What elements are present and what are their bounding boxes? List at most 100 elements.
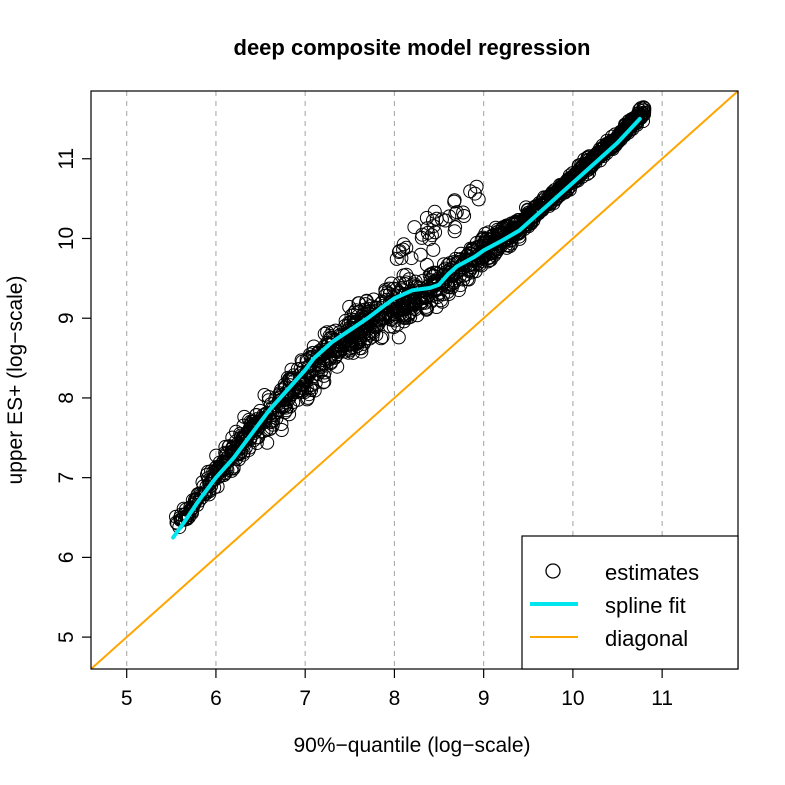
legend: estimates spline fit diagonal (521, 535, 739, 670)
estimate-point (262, 422, 277, 437)
estimate-point (172, 520, 187, 535)
estimate-point (397, 311, 412, 326)
estimate-point (524, 210, 539, 225)
estimate-point (419, 257, 434, 272)
estimate-point (284, 362, 299, 377)
estimate-point (426, 242, 441, 257)
estimate-point (453, 278, 468, 293)
estimate-point (637, 105, 652, 120)
chart-title: deep composite model regression (234, 35, 591, 60)
estimate-point (292, 380, 307, 395)
y-tick-label-7: 7 (55, 472, 78, 484)
estimate-points (169, 100, 652, 535)
estimate-point (463, 241, 478, 256)
estimate-point (426, 213, 440, 228)
estimate-point (218, 445, 233, 460)
estimate-point (463, 184, 478, 199)
estimate-point (274, 388, 289, 403)
x-tick-label-7: 7 (299, 687, 311, 710)
estimate-point (380, 305, 395, 320)
estimate-point (247, 419, 262, 434)
estimate-point (527, 200, 542, 215)
estimate-point (468, 264, 483, 279)
x-tick-label-10: 10 (561, 687, 584, 710)
estimate-point (520, 202, 535, 217)
estimate-point (370, 303, 385, 318)
estimate-point (435, 294, 450, 309)
estimate-point (461, 272, 476, 287)
estimate-point (346, 345, 361, 360)
estimate-point (314, 344, 329, 359)
estimate-point (419, 301, 434, 316)
estimate-point (286, 395, 301, 409)
y-tick-label-10: 10 (55, 227, 78, 250)
x-tick-label-9: 9 (478, 687, 490, 710)
estimate-point (567, 171, 582, 186)
diagonal-line (90, 90, 739, 670)
estimate-point (613, 130, 628, 145)
estimate-point (414, 230, 429, 245)
legend-spline-label: spline fit (605, 593, 686, 618)
estimate-point (342, 336, 357, 351)
legend-diagonal-label: diagonal (605, 626, 688, 651)
estimate-point (449, 205, 464, 220)
x-tick-label-5: 5 (121, 687, 133, 710)
estimate-point (389, 303, 404, 318)
estimate-point (350, 339, 365, 353)
estimate-point (323, 356, 338, 371)
estimate-point (460, 262, 475, 277)
x-tick-label-6: 6 (210, 687, 222, 710)
x-axis: 5 6 7 8 9 10 11 (121, 669, 673, 710)
legend-estimates-label: estimates (605, 560, 699, 585)
estimate-point (396, 237, 411, 252)
estimate-point (197, 485, 212, 500)
estimate-point (404, 251, 419, 266)
estimate-point (366, 325, 381, 340)
estimate-point (326, 332, 341, 347)
estimate-point (406, 297, 421, 312)
y-tick-label-8: 8 (55, 392, 78, 404)
x-tick-label-11: 11 (651, 687, 673, 710)
y-tick-label-6: 6 (55, 552, 78, 564)
estimate-point (537, 190, 551, 205)
estimate-point (386, 320, 401, 334)
estimate-point (392, 288, 407, 303)
estimate-point (506, 225, 521, 240)
estimate-point (180, 508, 195, 523)
plot-frame (90, 90, 739, 670)
estimate-point (457, 209, 472, 223)
diagonal-line-layer (90, 90, 739, 670)
y-tick-label-9: 9 (55, 312, 78, 324)
estimate-point (426, 219, 441, 234)
estimate-point (314, 363, 329, 378)
estimate-point (394, 251, 409, 266)
estimate-point (413, 247, 428, 262)
estimate-point (427, 204, 442, 219)
estimate-point (629, 114, 644, 129)
estimate-point (277, 399, 292, 414)
estimate-point (428, 225, 443, 240)
estimate-point (316, 375, 331, 390)
estimate-point (361, 326, 376, 340)
estimate-point (447, 194, 462, 209)
estimate-point (342, 299, 357, 314)
estimate-point (389, 251, 404, 266)
estimate-point (424, 228, 439, 243)
estimate-point (489, 236, 504, 251)
estimate-point (448, 206, 463, 221)
estimate-point (249, 436, 264, 451)
estimate-point (392, 244, 407, 258)
spline-fit-line (171, 116, 642, 540)
estimate-point (538, 197, 553, 212)
estimate-point (388, 313, 403, 328)
estimate-point (274, 423, 289, 437)
spline-fit-layer (171, 116, 642, 540)
estimate-point (277, 405, 292, 420)
estimate-point (378, 284, 393, 299)
estimate-point (366, 292, 381, 307)
y-axis-label: upper ES+ (log−scale) (4, 276, 27, 485)
estimate-point (237, 409, 252, 424)
estimate-point (215, 462, 230, 477)
estimate-point (447, 224, 462, 239)
